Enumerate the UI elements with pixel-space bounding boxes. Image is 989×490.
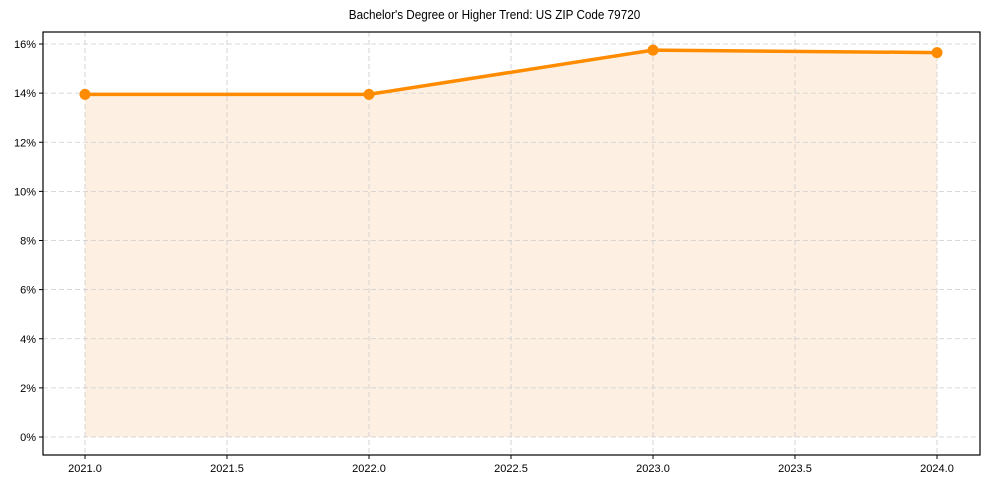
y-tick-label: 2% xyxy=(20,383,36,395)
x-tick-label: 2023.5 xyxy=(778,463,812,475)
x-tick-label: 2021.5 xyxy=(210,463,244,475)
chart-title: Bachelor's Degree or Higher Trend: US ZI… xyxy=(348,7,641,22)
data-point[interactable] xyxy=(647,44,659,56)
y-tick-label: 8% xyxy=(20,236,36,248)
y-tick-label: 0% xyxy=(20,432,36,444)
x-tick-label: 2022.0 xyxy=(352,463,386,475)
data-point[interactable] xyxy=(79,88,91,100)
x-tick-label: 2024.0 xyxy=(920,463,954,475)
y-tick-label: 10% xyxy=(14,186,36,198)
y-tick-label: 14% xyxy=(14,88,36,100)
x-tick-label: 2022.5 xyxy=(494,463,528,475)
y-tick-label: 16% xyxy=(14,39,36,51)
y-tick-label: 4% xyxy=(20,334,36,346)
y-tick-label: 12% xyxy=(14,137,36,149)
y-tick-label: 6% xyxy=(20,285,36,297)
x-tick-label: 2021.0 xyxy=(68,463,102,475)
trend-line xyxy=(85,48,938,97)
data-point[interactable] xyxy=(363,88,375,100)
x-tick-label: 2023.0 xyxy=(636,463,670,475)
data-point[interactable] xyxy=(931,47,943,59)
